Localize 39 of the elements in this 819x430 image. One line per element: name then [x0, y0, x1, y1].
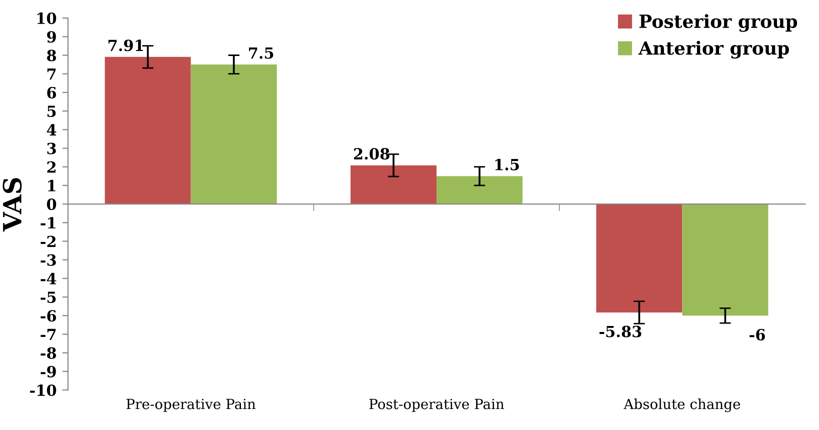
y-tick-label: 4 [46, 124, 56, 136]
x-tick-label: Absolute change [624, 398, 740, 412]
y-tick-label: -10 [30, 384, 56, 396]
y-tick-label: -4 [40, 272, 56, 284]
y-tick-label: -2 [40, 236, 56, 248]
y-tick-label: 3 [47, 142, 56, 154]
y-tick-label: 6 [47, 86, 56, 98]
data-label: 7.91 [108, 40, 143, 52]
y-tick-label: 7 [47, 68, 56, 80]
y-tick-label: 0 [46, 198, 56, 210]
y-tick-label: 1 [48, 180, 56, 192]
y-tick-label: -7 [40, 328, 56, 340]
data-label: 2.08 [354, 148, 390, 160]
y-tick-label: -8 [40, 347, 56, 359]
y-tick-label: 2 [47, 161, 56, 173]
y-axis-title: VAS [2, 178, 22, 232]
y-tick-label: 10 [37, 12, 56, 24]
y-tick-label: 5 [47, 106, 56, 118]
y-tick-label: 8 [47, 50, 56, 62]
bar [190, 64, 277, 204]
x-tick-label: Pre-operative Pain [126, 398, 256, 412]
data-label: 7.5 [248, 47, 274, 59]
bar [596, 204, 682, 312]
y-tick-label: -6 [40, 310, 56, 322]
y-tick-label: 9 [47, 31, 56, 43]
legend-label: Anterior group [638, 40, 789, 59]
bar [436, 176, 523, 204]
legend-label: Posterior group [639, 14, 798, 32]
data-label: -5.83 [600, 326, 642, 338]
y-tick-label: -1 [40, 217, 56, 228]
data-label: 1.5 [495, 158, 519, 170]
data-label: -6 [750, 328, 765, 340]
y-tick-label: -3 [40, 254, 56, 266]
bar [104, 56, 191, 204]
x-tick-label: Post-operative Pain [369, 398, 504, 412]
y-tick-label: -5 [40, 292, 56, 304]
bar [350, 165, 437, 204]
bar [682, 204, 768, 316]
y-tick-label: -9 [40, 366, 56, 378]
